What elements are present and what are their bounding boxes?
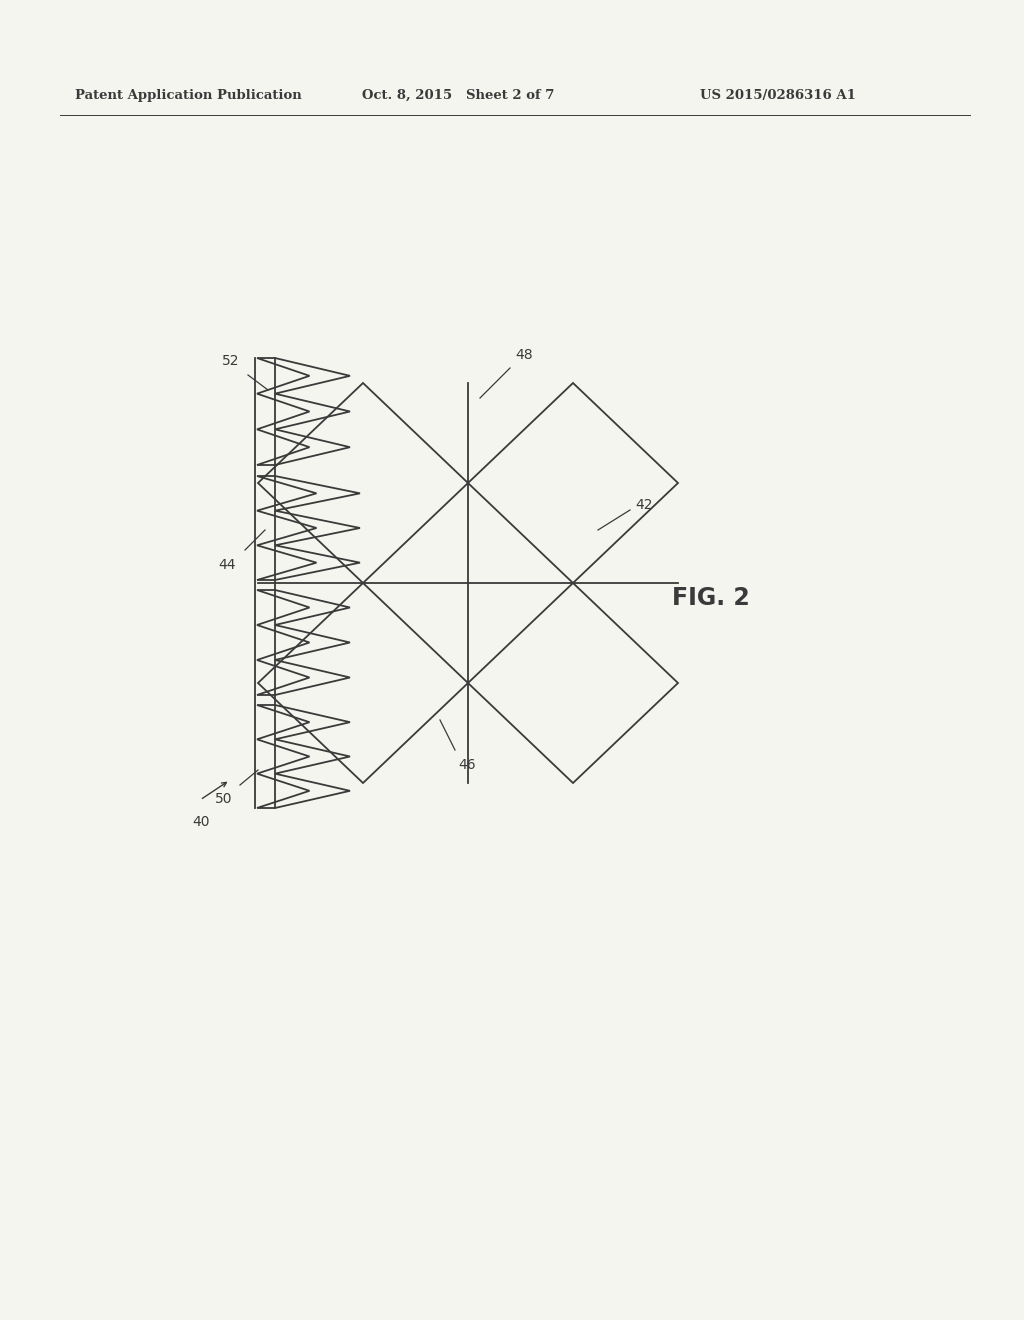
Text: Oct. 8, 2015   Sheet 2 of 7: Oct. 8, 2015 Sheet 2 of 7	[362, 88, 554, 102]
Text: 48: 48	[515, 348, 532, 362]
Text: US 2015/0286316 A1: US 2015/0286316 A1	[700, 88, 856, 102]
Text: FIG. 2: FIG. 2	[672, 586, 750, 610]
Text: Patent Application Publication: Patent Application Publication	[75, 88, 302, 102]
Text: 50: 50	[215, 792, 232, 807]
Text: 42: 42	[635, 498, 652, 512]
Text: 52: 52	[222, 354, 240, 368]
Text: 46: 46	[458, 758, 475, 772]
Text: 40: 40	[193, 814, 210, 829]
Text: 44: 44	[218, 558, 236, 572]
